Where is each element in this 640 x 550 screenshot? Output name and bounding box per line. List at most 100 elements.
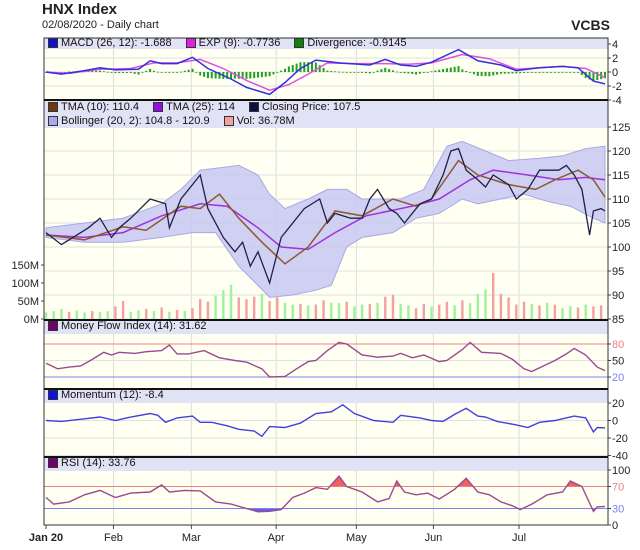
divergence-bar (195, 72, 198, 73)
volume-bar (283, 302, 287, 319)
y-tick-label: 95 (612, 266, 624, 278)
x-tick-label: Apr (268, 532, 285, 544)
y-tick-label: -2 (612, 81, 622, 93)
legend-mfi: Money Flow Index (14): 31.62 (48, 320, 207, 332)
divergence-bar (68, 71, 71, 73)
divergence-bar (307, 62, 310, 72)
volume-bar (569, 306, 572, 319)
divergence-bar (445, 68, 448, 72)
divergence-bar (183, 70, 186, 72)
legend-item: TMA (10): 110.4 (48, 101, 139, 113)
divergence-bar (164, 72, 167, 73)
volume-bar (222, 290, 225, 319)
volume-bar (422, 303, 426, 319)
legend-swatch (48, 102, 58, 112)
divergence-bar (98, 70, 101, 72)
y-tick-label: 4 (612, 39, 618, 51)
volume-bar (484, 289, 487, 319)
volume-bar (145, 308, 148, 319)
divergence-bar (318, 65, 321, 72)
divergence-bar (422, 72, 425, 73)
volume-bar (561, 308, 564, 319)
legend-item: EXP (9): -0.7736 (185, 37, 281, 49)
volume-bar (75, 310, 79, 319)
volume-bar (252, 296, 256, 319)
divergence-bar (438, 69, 441, 72)
volume-bar (168, 311, 171, 319)
volume-bar (260, 293, 264, 319)
divergence-bar (118, 72, 121, 74)
volume-bar (438, 304, 441, 319)
y-tick-label: 100 (612, 465, 630, 477)
volume-bar (599, 305, 603, 319)
volume-bar (538, 305, 541, 319)
volume-bar (137, 310, 140, 319)
divergence-bar (206, 72, 209, 79)
divergence-bar (114, 72, 117, 74)
y-tick-label: 0 (612, 67, 618, 79)
panel-macd-legend-band (44, 38, 608, 49)
divergence-bar (160, 72, 163, 73)
legend-swatch (294, 38, 305, 48)
volume-bar (276, 297, 279, 319)
legend-label: RSI (14): 33.76 (61, 457, 136, 469)
volume-bar (160, 307, 163, 319)
volume-bar (492, 272, 495, 319)
divergence-bar (515, 72, 518, 74)
legend-item: Vol: 36.78M (223, 115, 295, 127)
legend-item: Momentum (12): -8.4 (48, 389, 164, 401)
legend-swatch (153, 102, 164, 112)
divergence-bar (257, 72, 260, 78)
y-tick-label: 0 (612, 520, 618, 532)
divergence-bar (299, 62, 302, 72)
volume-bar (91, 311, 94, 319)
divergence-bar (260, 72, 263, 78)
macd-line (45, 48, 606, 96)
divergence-bar (553, 72, 556, 73)
volume-bar (353, 306, 356, 319)
mfi-line (45, 341, 606, 378)
legend-label: TMA (25): 114 (166, 101, 235, 113)
volume-bar (592, 306, 595, 319)
divergence-bar (469, 72, 472, 73)
divergence-bar (418, 72, 421, 74)
divergence-bar (156, 71, 159, 73)
divergence-bar (388, 69, 391, 72)
momentum-line (45, 403, 606, 438)
volume-bar (399, 303, 402, 319)
divergence-bar (488, 72, 491, 77)
volume-bar (468, 303, 472, 319)
volume-bar (545, 302, 549, 319)
divergence-bar (457, 66, 460, 72)
divergence-bar (145, 70, 148, 72)
divergence-bar (407, 72, 410, 74)
tma25-line (45, 169, 606, 251)
volume-bar (499, 293, 503, 319)
divergence-bar (604, 72, 606, 79)
volume-bar (576, 307, 580, 319)
volume-bar (553, 304, 557, 319)
x-tick-label: Jul (512, 532, 526, 544)
x-tick-label: Feb (104, 532, 123, 544)
rsi-overbought-fill (46, 476, 605, 487)
legend-label: Closing Price: 107.5 (261, 101, 361, 113)
volume-bar (191, 308, 194, 319)
y-tick-label: 100 (612, 242, 630, 254)
volume-bar (337, 303, 341, 319)
volume-bar (453, 305, 456, 319)
divergence-bar (334, 71, 337, 73)
y-tick-label: -20 (612, 433, 628, 445)
volume-bar (414, 308, 418, 319)
legend-swatch (48, 458, 58, 468)
legend-rsi: RSI (14): 33.76 (48, 457, 136, 469)
volume-bar (360, 304, 364, 319)
y-tick-label: 2 (612, 53, 618, 65)
divergence-bar (596, 72, 599, 81)
volume-bar (314, 304, 318, 319)
legend-item: Divergence: -0.9145 (294, 37, 406, 49)
divergence-bar (411, 72, 414, 74)
divergence-bar (472, 72, 475, 75)
volume-bar (384, 296, 387, 319)
panel-mfi-legend-band (44, 320, 608, 334)
legend-label: EXP (9): -0.7736 (198, 37, 281, 49)
